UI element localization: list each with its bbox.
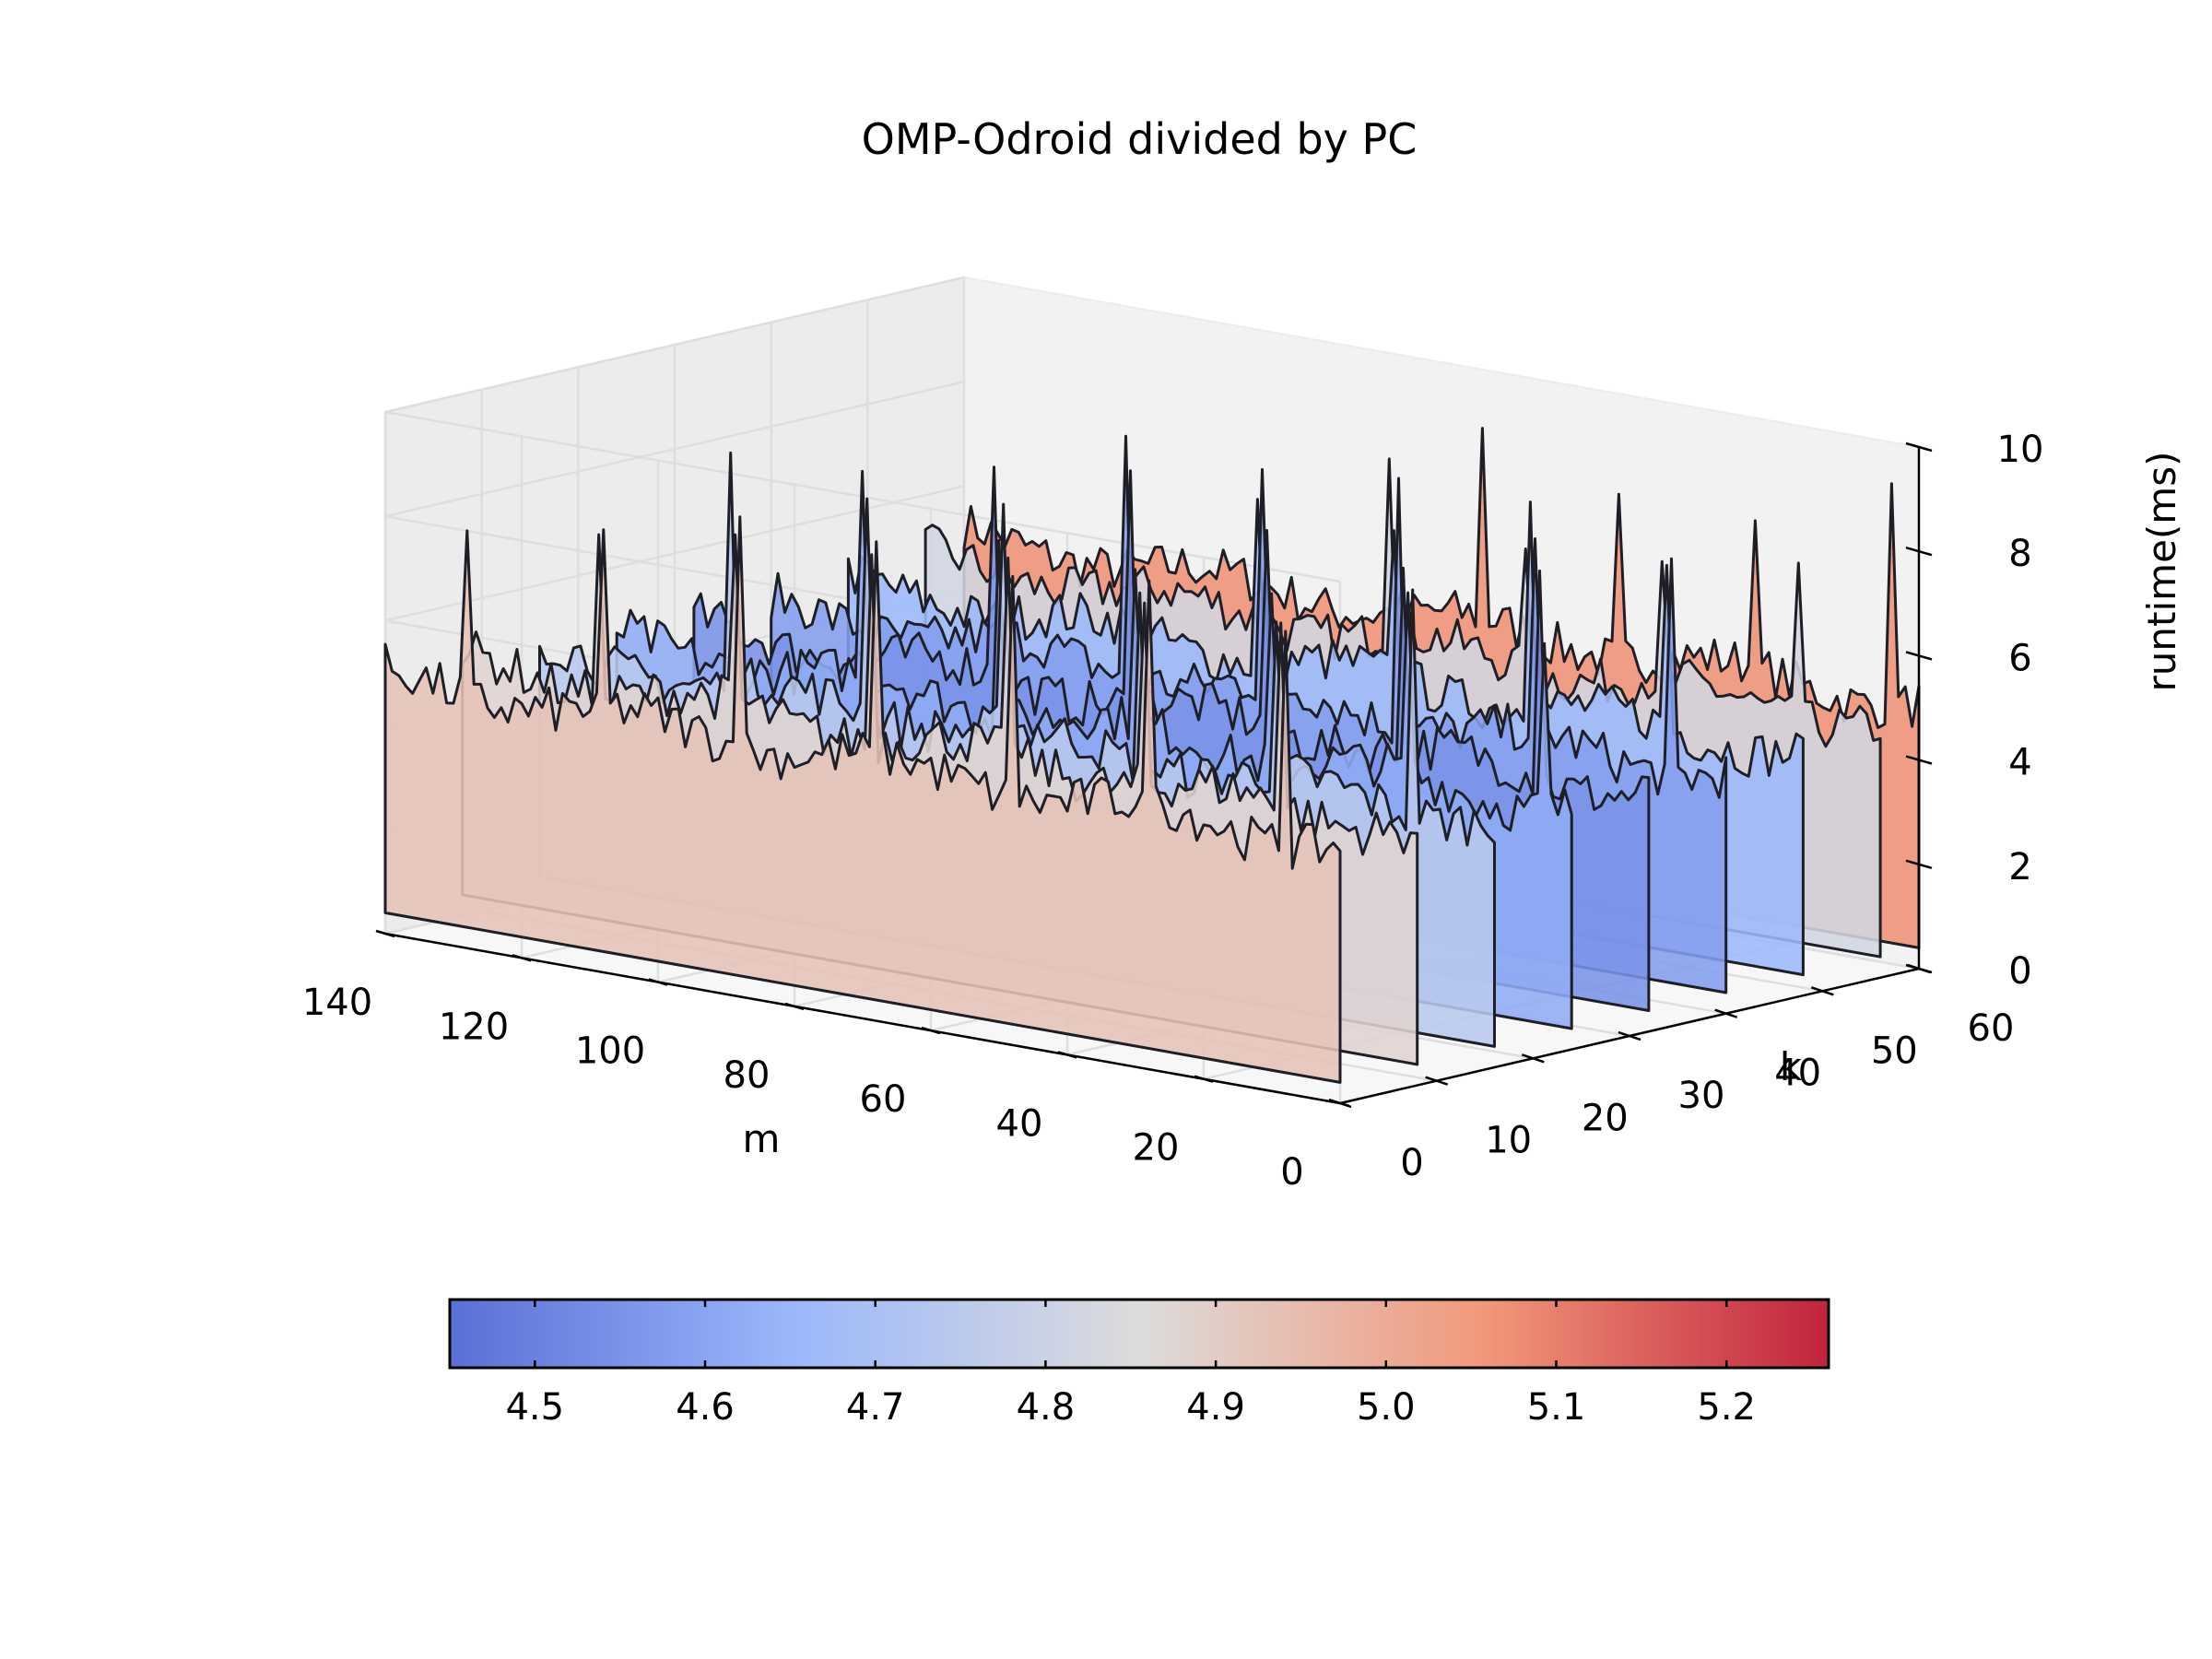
y-tick-mark [1425, 1076, 1449, 1086]
x-tick-mark [1194, 1075, 1214, 1083]
z-tick-label: 2 [2008, 846, 2031, 888]
z-tick-mark [1905, 651, 1933, 661]
surface-plot [383, 427, 1921, 1084]
colorbar-tick-label: 5.2 [1697, 1386, 1756, 1429]
surface-ribbon [383, 515, 1342, 1084]
x-tick-label: 100 [575, 1030, 645, 1073]
x-tick-mark [921, 1026, 941, 1035]
x-tick-label: 20 [1133, 1127, 1180, 1170]
y-tick-label: 20 [1582, 1097, 1629, 1139]
y-tick-label: 0 [1400, 1142, 1423, 1184]
y-tick-label: 50 [1871, 1030, 1918, 1072]
x-tick-label: 60 [860, 1078, 907, 1121]
x-tick-label: 120 [439, 1006, 509, 1048]
z-tick-mark [1905, 546, 1933, 557]
x-tick-mark [784, 1002, 805, 1011]
z-tick-mark [1905, 755, 1933, 765]
colorbar-tick-label: 4.5 [505, 1386, 564, 1429]
x-tick-label: 40 [996, 1102, 1043, 1145]
z-tick-label: 4 [2008, 742, 2031, 784]
y-axis-label: k [1780, 1044, 1803, 1089]
x-tick-mark [512, 954, 532, 962]
back-gridline-z [384, 276, 965, 414]
x-tick-mark [375, 929, 395, 938]
colorbar-ticks: 4.5 4.6 4.7 4.8 4.9 5.0 5.1 5.2 [505, 1300, 1756, 1429]
x-tick-label: 80 [724, 1054, 771, 1097]
z-tick-mark [1905, 963, 1933, 974]
z-tick-mark [1905, 859, 1933, 870]
z-tick-mark [1905, 441, 1933, 453]
colorbar-tick-label: 4.9 [1186, 1386, 1245, 1429]
x-tick-mark [648, 978, 668, 986]
y-tick-label: 10 [1485, 1120, 1532, 1162]
chart-title: OMP-Odroid divided by PC [862, 114, 1418, 164]
x-tick-label: 0 [1280, 1151, 1303, 1194]
y-tick-mark [1714, 1008, 1738, 1018]
colorbar-tick-label: 4.6 [676, 1386, 735, 1429]
colorbar [448, 1298, 1830, 1370]
colorbar-tick-label: 4.7 [846, 1386, 905, 1429]
colorbar-tick-label: 4.8 [1017, 1386, 1076, 1429]
y-tick-mark [1328, 1098, 1352, 1109]
colorbar-frame [448, 1298, 1830, 1370]
y-tick-label: 30 [1678, 1075, 1725, 1117]
z-tick-label: 0 [2008, 950, 2031, 993]
back-gridline-z [384, 380, 965, 518]
colorbar-tick-label: 5.1 [1527, 1386, 1586, 1429]
y-tick-mark [1618, 1030, 1641, 1041]
y-tick-label: 40 [1774, 1053, 1821, 1095]
axes: 0 20 40 60 80 100 120 140 0 10 20 30 40 50 60 0 2 4 6 8 10 [302, 429, 2044, 1194]
z-tick-label: 6 [2008, 637, 2031, 679]
x-axis-label: m [743, 1116, 781, 1161]
colorbar-gradient [450, 1300, 1829, 1368]
y-tick-mark [1810, 986, 1834, 996]
z-axis-label: runtime(ms) [2139, 452, 2184, 692]
y-tick-label: 60 [1968, 1007, 2015, 1050]
x-axis-line [384, 932, 1341, 1105]
z-tick-label: 8 [2008, 533, 2031, 575]
z-tick-label: 10 [1997, 429, 2044, 471]
x-tick-mark [1057, 1051, 1077, 1059]
y-tick-mark [1521, 1053, 1545, 1064]
colorbar-tick-label: 5.0 [1357, 1386, 1416, 1429]
x-tick-label: 140 [302, 982, 372, 1024]
